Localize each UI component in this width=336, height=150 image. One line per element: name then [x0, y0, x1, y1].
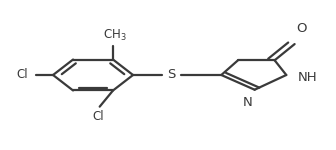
Text: Cl: Cl [92, 110, 104, 123]
Text: O: O [296, 22, 306, 35]
Text: Cl: Cl [16, 69, 28, 81]
Text: CH$_3$: CH$_3$ [103, 28, 127, 43]
Text: S: S [167, 69, 175, 81]
Text: NH: NH [298, 71, 318, 84]
Text: N: N [243, 96, 253, 110]
